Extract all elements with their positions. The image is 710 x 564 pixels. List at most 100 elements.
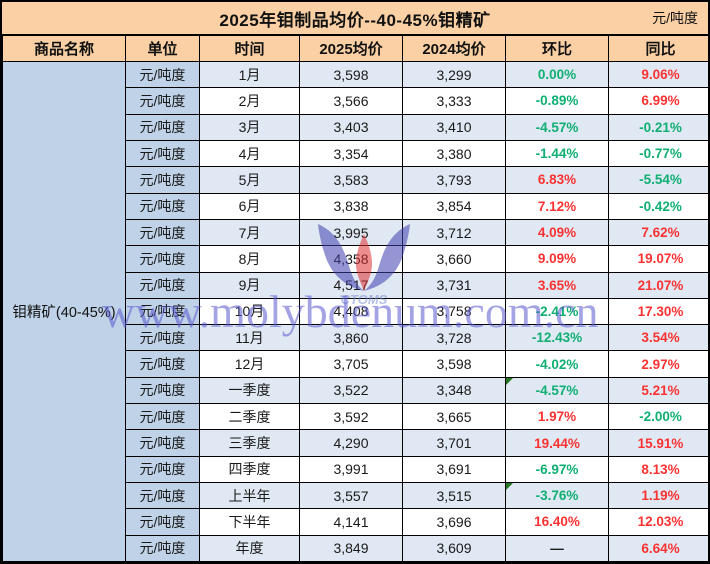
yoy-cell: 15.91% xyxy=(608,429,708,457)
avg-2024-cell: 3,712 xyxy=(402,218,506,247)
mom-cell: -3.76% xyxy=(505,481,609,510)
unit-cell: 元/吨度 xyxy=(125,60,200,89)
yoy-cell: 5.21% xyxy=(608,376,708,405)
avg-2025-cell: 3,860 xyxy=(299,324,403,352)
mom-cell: -12.43% xyxy=(505,324,609,352)
unit-cell: 元/吨度 xyxy=(125,403,200,431)
period-cell: 7月 xyxy=(199,218,300,247)
column-header-mom: 环比 xyxy=(505,35,609,62)
avg-2024-cell: 3,515 xyxy=(402,481,506,510)
avg-2024-cell: 3,758 xyxy=(402,297,506,326)
avg-2025-cell: 3,995 xyxy=(299,218,403,247)
period-cell: 8月 xyxy=(199,245,300,273)
unit-cell: 元/吨度 xyxy=(125,429,200,457)
yoy-cell: 6.64% xyxy=(608,534,708,562)
avg-2025-cell: 3,592 xyxy=(299,403,403,431)
period-cell: 3月 xyxy=(199,113,300,141)
table-row: 元/吨度 3月 3,403 3,410 -4.57% -0.21% xyxy=(3,113,708,141)
avg-2025-cell: 4,408 xyxy=(299,297,403,326)
column-header-yoy: 同比 xyxy=(608,35,708,62)
table-row: 钼精矿(40-45%) 元/吨度 1月 3,598 3,299 0.00% 9.06% xyxy=(2,60,708,562)
period-cell: 下半年 xyxy=(199,508,300,536)
unit-cell: 元/吨度 xyxy=(125,139,200,168)
avg-2025-cell: 3,598 xyxy=(299,60,403,89)
avg-2024-cell: 3,348 xyxy=(402,376,506,405)
table-row: 元/吨度 二季度 3,592 3,665 1.97% -2.00% xyxy=(3,403,708,431)
avg-2024-cell: 3,410 xyxy=(402,113,506,141)
avg-2025-cell: 3,991 xyxy=(299,455,403,484)
table-row: 元/吨度 下半年 4,141 3,696 16.40% 12.03% xyxy=(3,508,708,536)
table-row: 元/吨度 2月 3,566 3,333 -0.89% 6.99% xyxy=(3,87,708,115)
avg-2024-cell: 3,696 xyxy=(402,508,506,536)
column-header-product: 商品名称 xyxy=(2,35,126,62)
title-bar: 2025年钼制品均价--40-45%钼精矿 元/吨度 xyxy=(2,2,708,35)
table-row: 元/吨度 6月 3,838 3,854 7.12% -0.42% xyxy=(3,192,708,220)
unit-note: 元/吨度 xyxy=(652,10,698,26)
avg-2024-cell: 3,609 xyxy=(402,534,506,562)
unit-cell: 元/吨度 xyxy=(125,113,200,141)
period-cell: 四季度 xyxy=(199,455,300,484)
yoy-cell: 8.13% xyxy=(608,455,708,484)
avg-2025-cell: 3,566 xyxy=(299,87,403,115)
table-row: 元/吨度 10月 4,408 3,758 -2.41% 17.30% xyxy=(3,297,708,326)
avg-2024-cell: 3,380 xyxy=(402,139,506,168)
table-body: 钼精矿(40-45%) 元/吨度 1月 3,598 3,299 0.00% 9.06% 元/吨… xyxy=(2,60,708,562)
table-row: 元/吨度 7月 3,995 3,712 4.09% 7.62% xyxy=(3,218,708,247)
period-cell: 二季度 xyxy=(199,403,300,431)
avg-2024-cell: 3,333 xyxy=(402,87,506,115)
mom-cell: -6.97% xyxy=(505,455,609,484)
yoy-cell: 17.30% xyxy=(608,297,708,326)
avg-2025-cell: 3,354 xyxy=(299,139,403,168)
unit-cell: 元/吨度 xyxy=(125,87,200,115)
avg-2025-cell: 3,705 xyxy=(299,350,403,378)
period-cell: 9月 xyxy=(199,271,300,299)
unit-cell: 元/吨度 xyxy=(125,324,200,352)
yoy-cell: 21.07% xyxy=(608,271,708,299)
mom-cell: 6.83% xyxy=(505,166,609,194)
period-cell: 10月 xyxy=(199,297,300,326)
yoy-cell: 9.06% xyxy=(608,60,708,89)
unit-cell: 元/吨度 xyxy=(125,481,200,510)
avg-2025-cell: 4,290 xyxy=(299,429,403,457)
product-name-cell: 钼精矿(40-45%) xyxy=(2,61,126,562)
yoy-cell: 6.99% xyxy=(608,87,708,115)
mom-cell: 4.09% xyxy=(505,218,609,247)
yoy-cell: 1.19% xyxy=(608,481,708,510)
period-cell: 一季度 xyxy=(199,376,300,405)
unit-cell: 元/吨度 xyxy=(125,166,200,194)
period-cell: 2月 xyxy=(199,87,300,115)
period-cell: 12月 xyxy=(199,350,300,378)
mom-cell: -0.89% xyxy=(505,87,609,115)
unit-cell: 元/吨度 xyxy=(125,245,200,273)
avg-2025-cell: 3,522 xyxy=(299,376,403,405)
unit-cell: 元/吨度 xyxy=(125,534,200,562)
yoy-cell: -0.77% xyxy=(608,139,708,168)
unit-cell: 元/吨度 xyxy=(125,192,200,220)
unit-cell: 元/吨度 xyxy=(125,376,200,405)
unit-cell: 元/吨度 xyxy=(125,271,200,299)
table-row: 元/吨度 四季度 3,991 3,691 -6.97% 8.13% xyxy=(3,455,708,484)
column-header-period: 时间 xyxy=(199,35,300,62)
avg-2024-cell: 3,598 xyxy=(402,350,506,378)
mom-cell: — xyxy=(505,534,609,562)
avg-2025-cell: 4,141 xyxy=(299,508,403,536)
mom-cell: 1.97% xyxy=(505,403,609,431)
column-header-avg-2024: 2024均价 xyxy=(402,35,506,62)
period-cell: 上半年 xyxy=(199,481,300,510)
period-cell: 6月 xyxy=(199,192,300,220)
column-header-unit: 单位 xyxy=(125,35,200,62)
table-row: 元/吨度 上半年 3,557 3,515 -3.76% 1.19% xyxy=(3,481,708,510)
avg-2024-cell: 3,701 xyxy=(402,429,506,457)
avg-2024-cell: 3,728 xyxy=(402,324,506,352)
table-row: 元/吨度 年度 3,849 3,609—6.64% xyxy=(3,534,708,562)
mom-cell: -4.57% xyxy=(505,376,609,405)
avg-2025-cell: 3,583 xyxy=(299,166,403,194)
price-table: 商品名称 单位 时间 2025均价 2024均价 环比 同比 钼精矿(40-45… xyxy=(2,35,708,562)
avg-2025-cell: 4,358 xyxy=(299,245,403,273)
yoy-cell: 19.07% xyxy=(608,245,708,273)
period-cell: 11月 xyxy=(199,324,300,352)
period-cell: 4月 xyxy=(199,139,300,168)
mom-cell: -4.57% xyxy=(505,113,609,141)
mom-cell: 0.00% xyxy=(505,60,609,89)
period-cell: 三季度 xyxy=(199,429,300,457)
